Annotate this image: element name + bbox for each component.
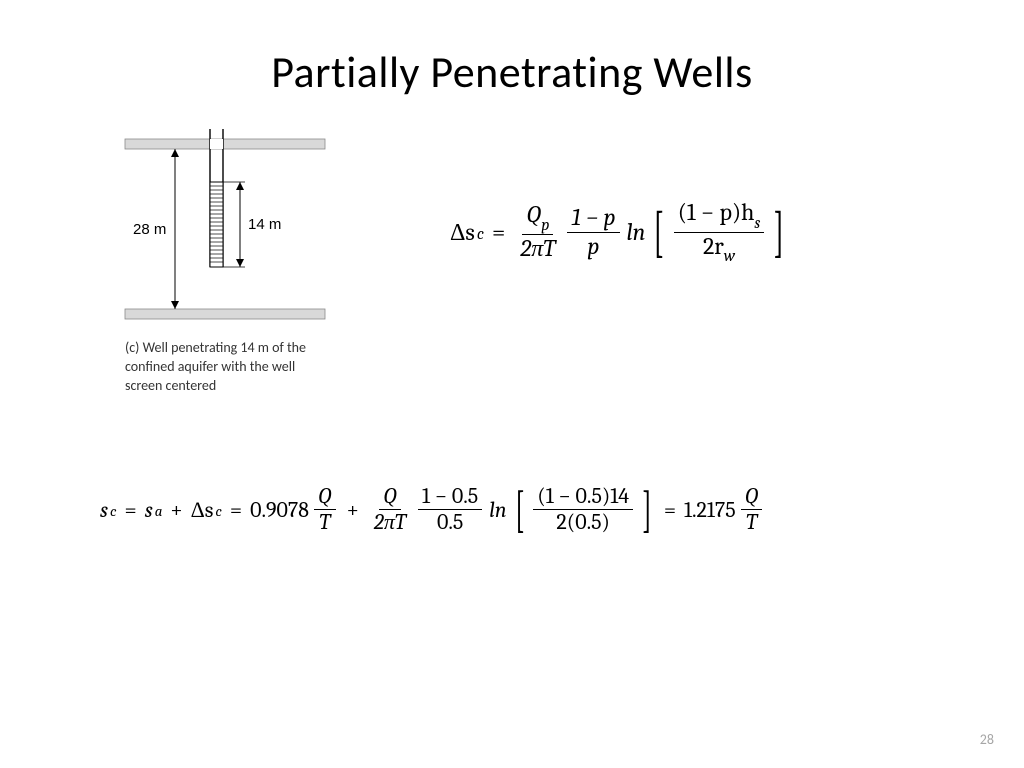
depth-14-label: 14 m <box>248 216 281 233</box>
equation-sc-full: sc = sa + Δsc = 0.9078 Q T + Q 2πT 1 − 0… <box>100 484 765 536</box>
caption-text: Well penetrating 14 m of the confined aq… <box>125 339 306 394</box>
slide-title: Partially Penetrating Wells <box>0 0 1024 99</box>
content-area: 28 m 14 m (c) Well penetrating 14 m of t… <box>0 99 1024 747</box>
equation-delta-sc: Δsc = Qp 2πT 1 − p p ln [ (1 − p)hs 2rw … <box>450 199 789 265</box>
page-number: 28 <box>980 731 994 748</box>
well-diagram: 28 m 14 m (c) Well penetrating 14 m of t… <box>115 129 345 396</box>
diagram-caption: (c) Well penetrating 14 m of the confine… <box>115 339 345 396</box>
caption-label: (c) <box>125 339 139 356</box>
depth-28-label: 28 m <box>133 221 166 238</box>
